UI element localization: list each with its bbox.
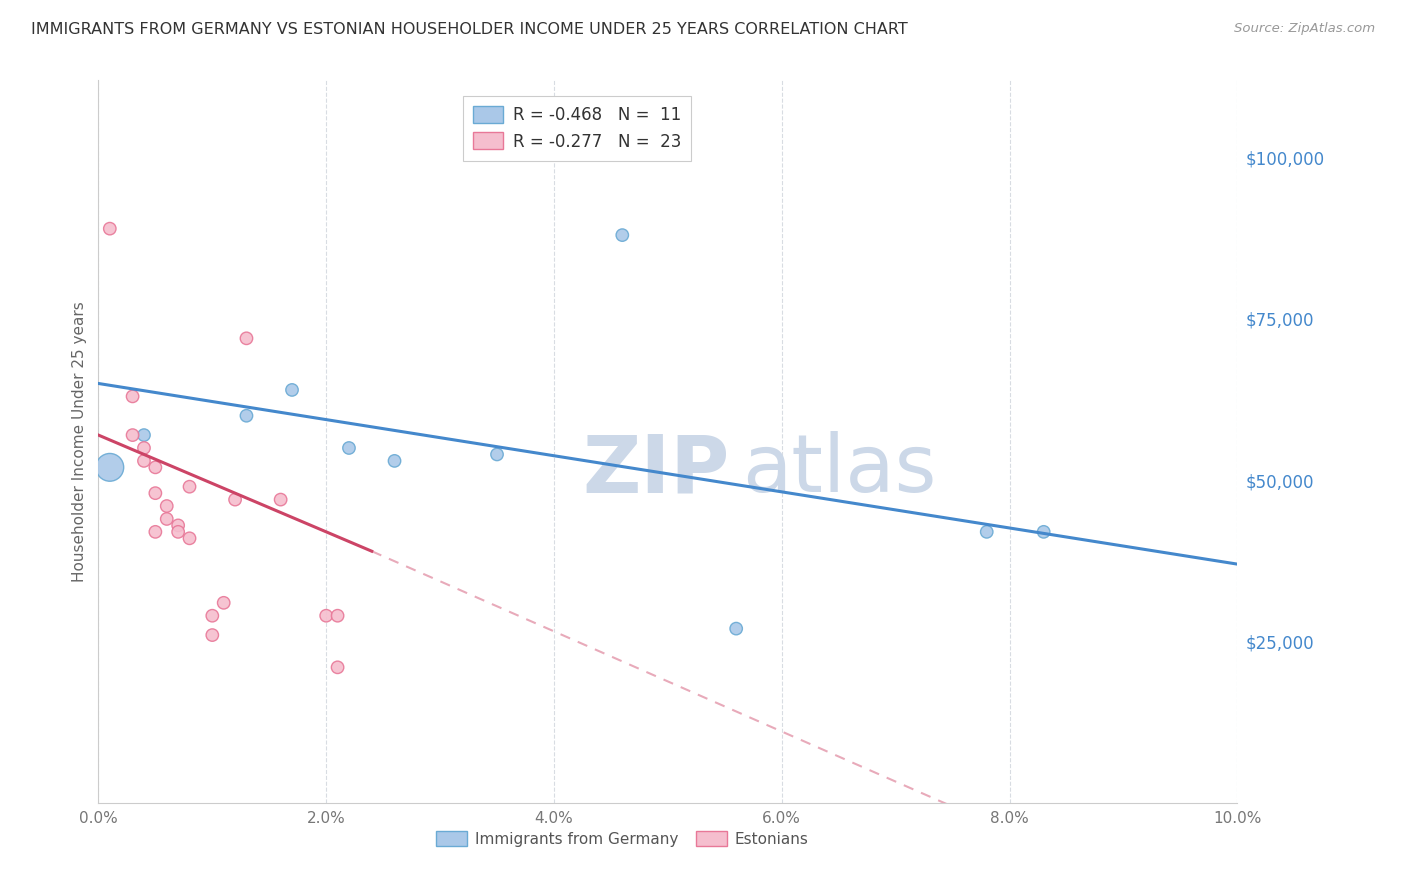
Point xyxy=(145,460,167,475)
Point xyxy=(167,524,190,539)
Point xyxy=(121,428,143,442)
Point xyxy=(132,441,155,455)
Y-axis label: Householder Income Under 25 years: Householder Income Under 25 years xyxy=(72,301,87,582)
Text: atlas: atlas xyxy=(742,432,936,509)
Text: IMMIGRANTS FROM GERMANY VS ESTONIAN HOUSEHOLDER INCOME UNDER 25 YEARS CORRELATIO: IMMIGRANTS FROM GERMANY VS ESTONIAN HOUS… xyxy=(31,22,908,37)
Point xyxy=(270,492,292,507)
Point xyxy=(156,499,179,513)
Point xyxy=(224,492,246,507)
Point xyxy=(235,409,257,423)
Point xyxy=(612,228,634,243)
Point xyxy=(384,454,406,468)
Legend: Immigrants from Germany, Estonians: Immigrants from Germany, Estonians xyxy=(430,825,814,853)
Point xyxy=(976,524,998,539)
Point xyxy=(121,389,143,403)
Point xyxy=(212,596,235,610)
Point xyxy=(145,486,167,500)
Point xyxy=(145,524,167,539)
Point xyxy=(156,512,179,526)
Point xyxy=(98,460,121,475)
Point xyxy=(1032,524,1054,539)
Text: Source: ZipAtlas.com: Source: ZipAtlas.com xyxy=(1234,22,1375,36)
Point xyxy=(326,608,349,623)
Point xyxy=(201,608,224,623)
Point xyxy=(132,454,155,468)
Point xyxy=(167,518,190,533)
Point xyxy=(201,628,224,642)
Point xyxy=(326,660,349,674)
Point xyxy=(315,608,337,623)
Point xyxy=(725,622,748,636)
Point xyxy=(486,447,509,461)
Point xyxy=(179,480,201,494)
Point xyxy=(179,531,201,545)
Point xyxy=(337,441,360,455)
Point xyxy=(235,331,257,345)
Text: ZIP: ZIP xyxy=(582,432,730,509)
Point xyxy=(132,428,155,442)
Point xyxy=(98,221,121,235)
Point xyxy=(281,383,304,397)
